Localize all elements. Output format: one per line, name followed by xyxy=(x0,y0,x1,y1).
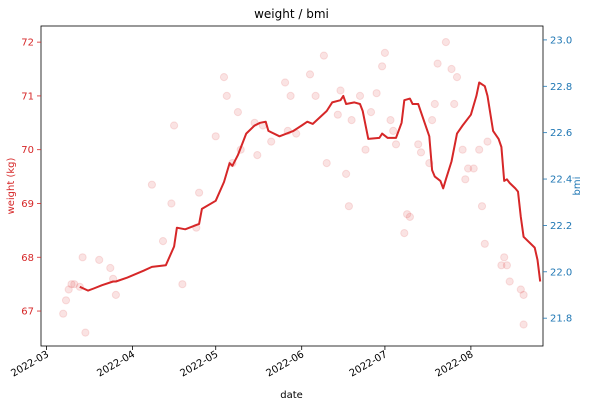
weight-data-point xyxy=(458,145,467,154)
weight-data-point xyxy=(480,239,489,248)
weight-data-point xyxy=(170,121,179,130)
weight-data-point xyxy=(355,91,365,101)
weight-data-point xyxy=(67,280,76,289)
weight-data-point xyxy=(428,116,437,125)
y-right-tick-label: 22.4 xyxy=(550,175,572,186)
y-right-tick-label: 22.6 xyxy=(550,128,572,139)
weight-data-point xyxy=(386,116,395,125)
weight-data-point xyxy=(333,110,342,119)
weight-data-point xyxy=(464,164,473,173)
y-axis-label-left: weight (kg) xyxy=(6,157,17,214)
weight-data-point xyxy=(319,51,328,60)
weight-data-point xyxy=(59,309,68,318)
plot-frame xyxy=(40,25,544,347)
weight-data-point xyxy=(281,78,290,87)
weight-data-point xyxy=(516,285,525,294)
weight-data-point xyxy=(344,202,353,211)
y-right-tick-label: 23.0 xyxy=(550,35,572,46)
y-right-tick-label: 22.8 xyxy=(550,82,572,93)
weight-data-point xyxy=(475,145,484,154)
y-left-tick-label: 67 xyxy=(21,307,34,318)
y-left-tick-label: 68 xyxy=(21,253,34,264)
weight-data-point xyxy=(95,255,104,264)
weight-data-point xyxy=(211,132,220,141)
weight-data-point xyxy=(403,210,412,219)
weight-data-point xyxy=(233,108,242,117)
y-left-tick-label: 72 xyxy=(21,38,34,49)
x-axis-label: date xyxy=(280,390,303,401)
weight-data-point xyxy=(336,86,345,95)
weight-data-point xyxy=(178,280,187,289)
weight-data-point xyxy=(405,212,414,221)
weight-data-point xyxy=(361,145,370,154)
weight-data-point xyxy=(505,277,514,286)
weight-data-point xyxy=(372,89,381,98)
weight-data-point xyxy=(267,137,276,146)
weight-data-point xyxy=(380,48,389,58)
weight-data-point xyxy=(219,73,229,82)
weight-data-point xyxy=(477,202,487,211)
y-axis-label-right: bmi xyxy=(572,177,583,196)
weight-data-point xyxy=(414,140,423,149)
weight-data-point xyxy=(391,140,401,149)
weight-data-point xyxy=(502,261,511,270)
weight-data-point xyxy=(461,175,470,184)
y-right-tick-label: 22.0 xyxy=(550,267,572,278)
y-right-tick-label: 21.8 xyxy=(550,314,572,325)
weight-data-point xyxy=(61,296,71,305)
weight-data-point xyxy=(158,237,168,246)
weight-data-point xyxy=(433,59,442,68)
weight-data-point xyxy=(167,199,176,208)
weight-data-point xyxy=(389,126,398,135)
weight-data-point xyxy=(286,91,295,101)
weight-data-point xyxy=(147,180,156,189)
y-left-tick-label: 70 xyxy=(21,145,34,156)
weight-data-point xyxy=(195,188,204,197)
weight-data-point xyxy=(450,99,459,109)
weight-data-point xyxy=(469,164,478,173)
weight-data-point xyxy=(70,280,79,289)
weight-data-point xyxy=(452,73,462,82)
weight-data-point xyxy=(416,148,426,157)
weight-data-point xyxy=(222,91,231,101)
weight-data-point xyxy=(111,290,121,299)
weight-data-point xyxy=(64,285,73,294)
weight-data-point xyxy=(253,151,262,160)
weight-data-point xyxy=(347,116,356,125)
weight-data-point xyxy=(366,108,376,117)
weight-data-point xyxy=(500,253,509,262)
y-right-tick-label: 22.2 xyxy=(550,221,572,232)
weight-data-point xyxy=(322,159,331,168)
weight-data-point xyxy=(430,99,439,109)
weight-data-point xyxy=(78,253,87,262)
weight-data-point xyxy=(497,261,506,270)
weight-data-point xyxy=(106,263,115,273)
weight-data-point xyxy=(441,38,450,47)
weight-data-point xyxy=(519,290,528,299)
weight-data-point xyxy=(378,62,387,71)
y-left-tick-label: 69 xyxy=(21,199,34,210)
weight-data-point xyxy=(400,229,409,238)
y-left-tick-label: 71 xyxy=(21,91,34,102)
weight-trend-line xyxy=(79,81,542,292)
weight-data-point xyxy=(311,91,320,101)
weight-data-point xyxy=(81,328,90,337)
chart-title: weight / bmi xyxy=(254,7,329,21)
weight-data-point xyxy=(447,64,456,74)
weight-data-point xyxy=(483,137,492,146)
weight-data-point xyxy=(305,70,315,79)
weight-data-point xyxy=(519,320,528,329)
weight-data-point xyxy=(342,169,351,178)
